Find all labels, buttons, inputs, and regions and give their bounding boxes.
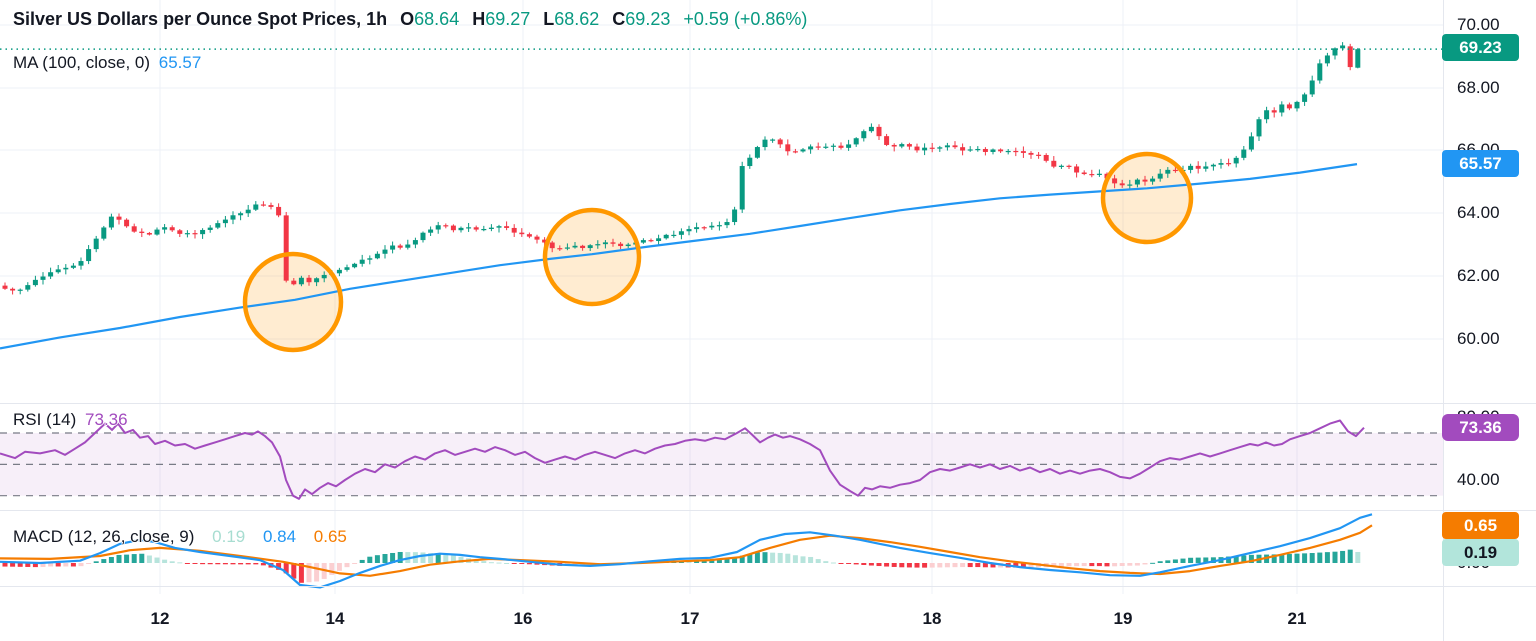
time-axis-label-19: 19 [1113,609,1133,628]
time-axis-label-17: 17 [680,609,700,628]
time-axis-border [0,586,1536,587]
macd-signal-value: 0.65 [313,527,347,546]
price-axis-border [1443,0,1444,641]
macd-label: MACD (12, 26, close, 9) [13,527,195,546]
rsi-legend[interactable]: RSI (14) 73.36 [13,410,128,430]
last-price-badge: 69.23 [1442,34,1519,61]
price-axis-label-62.00: 62.00 [1457,266,1500,285]
price-axis-label-64.00: 64.00 [1457,203,1500,222]
macd-lines [0,513,1373,589]
macd-hist-value: 0.19 [212,527,246,546]
macd-hist-badge: 0.19 [1442,539,1519,566]
panel-separator-rsi-macd[interactable] [0,510,1536,511]
symbol-legend[interactable]: Silver US Dollars per Ounce Spot Prices,… [13,9,807,30]
time-axis-label-14: 14 [325,609,345,628]
highlight-circles [242,151,1194,353]
price-axis-label-40.00: 40.00 [1457,470,1500,489]
ma-label: MA (100, close, 0) [13,53,151,72]
symbol-title: Silver US Dollars per Ounce Spot Prices,… [13,9,388,29]
ma-line [0,163,1358,350]
low-label: L [543,9,555,29]
time-axis-label-18: 18 [922,609,942,628]
price-axis[interactable]: 70.0068.0066.0064.0062.0060.0080.0040.00… [1443,0,1536,586]
rsi-label: RSI (14) [13,410,77,429]
highlight-circle-fills [245,154,1191,350]
close-value: 69.23 [625,9,671,29]
time-axis-label-12: 12 [150,609,170,628]
high-value: 69.27 [485,9,531,29]
open-label: O [400,9,415,29]
macd-signal-badge: 0.65 [1442,512,1519,539]
high-label: H [472,9,486,29]
rsi-value: 73.36 [85,410,128,429]
price-axis-label-60.00: 60.00 [1457,329,1500,348]
price-axis-label-70.00: 70.00 [1457,15,1500,34]
macd-legend[interactable]: MACD (12, 26, close, 9) 0.19 0.84 0.65 [13,527,347,547]
open-value: 68.64 [414,9,460,29]
change-value: +0.59 (+0.86%) [683,9,808,29]
time-axis-label-21: 21 [1287,609,1307,628]
candlestick-series [2,42,1361,295]
low-value: 68.62 [554,9,600,29]
close-label: C [612,9,626,29]
ma-value-badge: 65.57 [1442,150,1519,177]
macd-line-value: 0.84 [262,527,297,546]
rsi-band [0,432,1443,497]
ma-legend[interactable]: MA (100, close, 0) 65.57 [13,53,201,73]
panel-separator-main-rsi[interactable] [0,403,1536,404]
time-axis[interactable]: 12 14 16 17 18 19 21 [0,586,1443,641]
macd-histogram [2,549,1361,583]
gridlines [0,0,1443,594]
rsi-value-badge: 73.36 [1442,414,1519,441]
price-axis-label-68.00: 68.00 [1457,78,1500,97]
rsi-line [0,419,1365,500]
time-axis-label-16: 16 [513,609,533,628]
ma-value: 65.57 [158,53,202,72]
